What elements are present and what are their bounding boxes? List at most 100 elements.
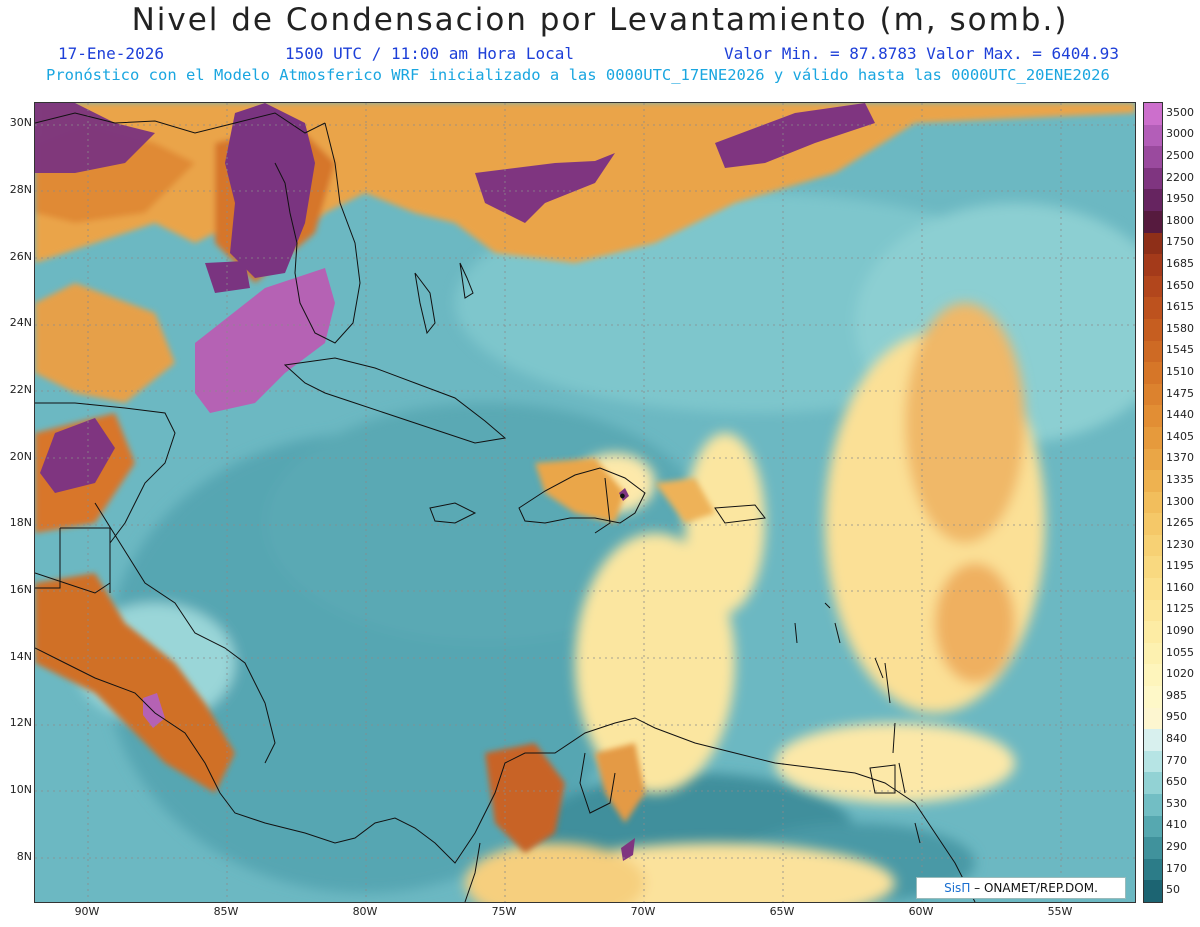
colorbar-segment <box>1144 167 1162 190</box>
colorbar-segment <box>1144 621 1162 644</box>
colorbar-segment <box>1144 426 1162 449</box>
colorbar-label: 1650 <box>1166 278 1194 292</box>
colorbar-segment <box>1144 318 1162 342</box>
colorbar-label: 1475 <box>1166 386 1194 400</box>
colorbar-segment <box>1144 880 1162 903</box>
colorbar-label: 1265 <box>1166 516 1194 530</box>
colorbar-segment <box>1144 578 1162 601</box>
colorbar-label: 2500 <box>1166 148 1194 162</box>
colorbar-label: 1580 <box>1166 321 1194 335</box>
colorbar-segment <box>1144 210 1162 234</box>
colorbar-label: 840 <box>1166 732 1187 746</box>
colorbar-label: 985 <box>1166 688 1187 702</box>
map-title: Nivel de Condensacion por Levantamiento … <box>131 2 1069 38</box>
credit-org: – ONAMET/REP.DOM. <box>974 881 1098 895</box>
lat-label: 14N <box>9 650 32 663</box>
colorbar-label: 1300 <box>1166 494 1194 508</box>
colorbar-segment <box>1144 232 1162 255</box>
lon-label: 55W <box>1047 905 1073 918</box>
colorbar-label: 1800 <box>1166 213 1194 227</box>
colorbar-segment <box>1144 750 1162 773</box>
colorbar-label: 290 <box>1166 840 1187 853</box>
lat-label: 18N <box>9 516 32 529</box>
colorbar-segment <box>1144 534 1162 557</box>
credit-box: SisΠ – ONAMET/REP.DOM. <box>916 877 1126 899</box>
colorbar-label: 1615 <box>1166 300 1194 314</box>
forecast-info: Pronóstico con el Modelo Atmosferico WRF… <box>46 66 1110 84</box>
colorbar-label: 170 <box>1166 861 1187 875</box>
colorbar-label: 1440 <box>1166 408 1194 422</box>
colorbar-label: 1370 <box>1166 451 1194 465</box>
lat-label: 12N <box>9 716 32 729</box>
credit-sis: SisΠ <box>944 881 971 895</box>
min-max-values: Valor Min. = 87.8783 Valor Max. = 6404.9… <box>724 44 1119 63</box>
colorbar-segment <box>1144 642 1162 665</box>
colorbar-label: 950 <box>1166 710 1187 724</box>
colorbar-segment <box>1144 707 1162 730</box>
colorbar-segment <box>1144 729 1162 752</box>
lat-label: 10N <box>9 783 32 796</box>
lon-label: 85W <box>213 905 239 918</box>
weather-map[interactable]: ● <box>34 102 1136 903</box>
lat-label: 24N <box>9 316 32 329</box>
colorbar-segment <box>1144 772 1162 795</box>
colorbar-segment <box>1144 383 1162 406</box>
colorbar-segment <box>1144 405 1162 428</box>
colorbar-segment <box>1144 275 1162 298</box>
colorbar-segment <box>1144 815 1162 838</box>
lat-label: 26N <box>9 250 32 263</box>
colorbar-label: 1545 <box>1166 343 1194 357</box>
colorbar-label: 1950 <box>1166 192 1194 206</box>
colorbar-label: 530 <box>1166 796 1187 810</box>
colorbar-label: 1335 <box>1166 472 1194 486</box>
colorbar-segment <box>1144 254 1162 277</box>
colorbar-segment <box>1144 297 1162 320</box>
coastlines <box>35 112 976 902</box>
colorbar-label: 1020 <box>1166 667 1194 681</box>
lat-label: 30N <box>9 116 32 129</box>
grid-lines <box>35 103 1135 902</box>
lat-label: 28N <box>9 183 32 196</box>
colorbar-segment <box>1144 470 1162 493</box>
colorbar-label: 1160 <box>1166 580 1194 594</box>
colorbar-label: 1230 <box>1166 537 1194 551</box>
colorbar-segment <box>1144 103 1162 126</box>
valid-date: 17-Ene-2026 <box>58 44 164 63</box>
lat-label: 22N <box>9 383 32 396</box>
colorbar-segment <box>1144 491 1162 514</box>
lon-label: 75W <box>491 905 517 918</box>
colorbar-segment <box>1144 858 1162 881</box>
colorbar-segment <box>1144 340 1162 363</box>
lon-label: 80W <box>352 905 378 918</box>
colorbar-segment <box>1144 837 1162 860</box>
colorbar-segment <box>1144 448 1162 471</box>
colorbar-segment <box>1144 599 1162 622</box>
colorbar-label: 2200 <box>1166 170 1194 184</box>
colorbar-segment <box>1144 556 1162 579</box>
colorbar-label: 1090 <box>1166 624 1194 638</box>
colorbar-label: 1055 <box>1166 645 1194 659</box>
colorbar-label: 1195 <box>1166 559 1194 573</box>
lon-label: 90W <box>74 905 100 918</box>
colorbar-label: 770 <box>1166 753 1187 767</box>
colorbar-segment <box>1144 189 1162 212</box>
colorbar-label: 1685 <box>1166 256 1194 270</box>
colorbar-segment <box>1144 124 1162 147</box>
colorbar-label: 650 <box>1166 775 1187 789</box>
map-canvas: ● <box>35 103 1135 902</box>
lat-label: 8N <box>16 850 32 863</box>
colorbar-segment <box>1144 686 1162 709</box>
capital-marker: ● <box>620 491 625 500</box>
colorbar-segment <box>1144 664 1162 687</box>
lon-label: 60W <box>908 905 934 918</box>
colorbar-label: 3500 <box>1166 105 1194 119</box>
colorbar-segment <box>1144 513 1162 536</box>
valid-time: 1500 UTC / 11:00 am Hora Local <box>285 44 574 63</box>
lon-label: 65W <box>769 905 795 918</box>
colorbar-segment <box>1144 146 1162 169</box>
colorbar-label: 1405 <box>1166 429 1194 443</box>
colorbar-label: 1510 <box>1166 364 1194 378</box>
colorbar-label: 1125 <box>1166 602 1194 616</box>
field-layer-purple <box>35 103 875 861</box>
colorbar-label: 50 <box>1166 883 1180 897</box>
